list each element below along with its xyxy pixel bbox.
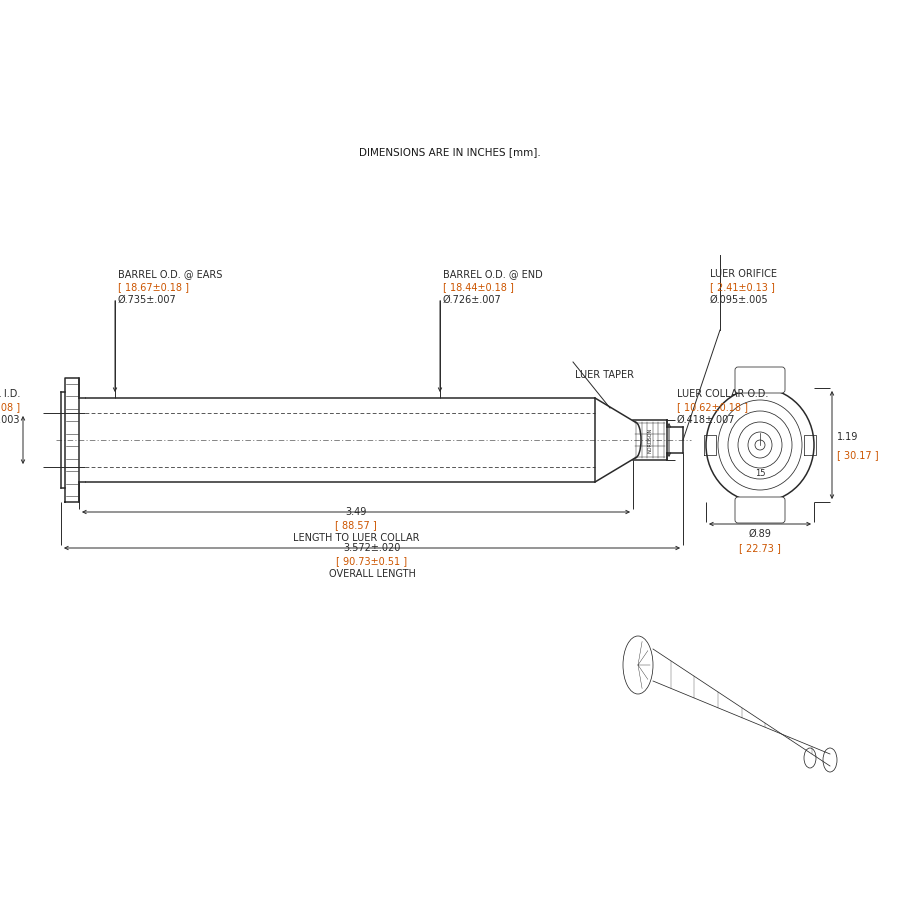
Text: [ 18.67±0.18 ]: [ 18.67±0.18 ] — [118, 282, 189, 292]
Text: Ø.89: Ø.89 — [749, 529, 771, 539]
Text: [ 10.62±0.18 ]: [ 10.62±0.18 ] — [677, 402, 748, 412]
Text: BARREL O.D. @ END: BARREL O.D. @ END — [443, 269, 543, 279]
Text: Ø.621±.003: Ø.621±.003 — [0, 415, 20, 425]
Text: [ 90.73±0.51 ]: [ 90.73±0.51 ] — [337, 556, 408, 566]
Text: [ 2.41±0.13 ]: [ 2.41±0.13 ] — [710, 282, 775, 292]
Text: Ø.418±.007: Ø.418±.007 — [677, 415, 735, 425]
FancyBboxPatch shape — [735, 497, 785, 523]
Text: BARREL O.D. @ EARS: BARREL O.D. @ EARS — [118, 269, 222, 279]
Text: Ø.735±.007: Ø.735±.007 — [118, 295, 176, 305]
Text: LUER ORIFICE: LUER ORIFICE — [710, 269, 777, 279]
Text: BARREL I.D.: BARREL I.D. — [0, 389, 20, 399]
Text: [ 22.73 ]: [ 22.73 ] — [739, 543, 781, 553]
Text: [ 88.57 ]: [ 88.57 ] — [335, 520, 377, 530]
Text: DIMENSIONS ARE IN INCHES [mm].: DIMENSIONS ARE IN INCHES [mm]. — [359, 147, 541, 157]
Text: LUER TAPER: LUER TAPER — [575, 370, 634, 380]
Text: [ 30.17 ]: [ 30.17 ] — [837, 450, 878, 460]
Text: 1.19: 1.19 — [837, 432, 859, 442]
Text: [ 18.44±0.18 ]: [ 18.44±0.18 ] — [443, 282, 514, 292]
Text: 15: 15 — [755, 469, 765, 478]
Text: Ø.095±.005: Ø.095±.005 — [710, 295, 769, 305]
Text: OVERALL LENGTH: OVERALL LENGTH — [328, 569, 416, 579]
Text: 3.572±.020: 3.572±.020 — [343, 543, 400, 553]
Text: [ 15.78±0.08 ]: [ 15.78±0.08 ] — [0, 402, 20, 412]
Text: Ø.726±.007: Ø.726±.007 — [443, 295, 502, 305]
Text: 3.49: 3.49 — [346, 507, 366, 517]
Text: NORDSON: NORDSON — [647, 428, 652, 453]
Text: LUER COLLAR O.D.: LUER COLLAR O.D. — [677, 389, 769, 399]
FancyBboxPatch shape — [735, 367, 785, 393]
Text: LENGTH TO LUER COLLAR: LENGTH TO LUER COLLAR — [292, 533, 419, 543]
